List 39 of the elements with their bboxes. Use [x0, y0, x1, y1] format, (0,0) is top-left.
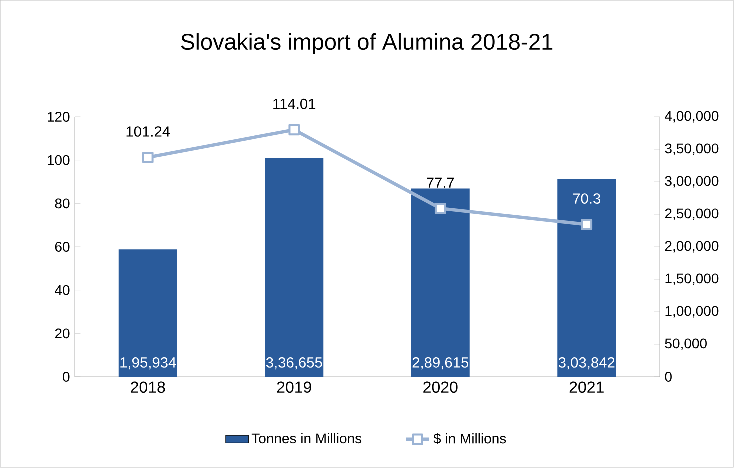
y2-tick-label: 3,00,000	[665, 176, 719, 188]
y-tick-label: 80	[55, 198, 70, 209]
point	[288, 124, 300, 136]
data-label: 3,36,655	[266, 358, 322, 370]
y-tick-label: 40	[55, 285, 70, 296]
chart-title: Slovakia's import of Alumina 2018-21	[181, 33, 553, 55]
data-label: 114.01	[274, 98, 316, 110]
y-tick-label: 60	[55, 242, 70, 252]
y-tick-label: 120	[48, 112, 70, 122]
legend-label: Tonnes in Millions	[252, 433, 362, 444]
point	[434, 202, 446, 214]
bar	[265, 158, 324, 377]
legend-label: $ in Millions	[434, 433, 506, 445]
y2-tick-label: 0	[665, 372, 672, 382]
bar	[411, 188, 470, 377]
y2-tick-label: 4,00,000	[665, 111, 719, 123]
y2-tick-label: 3,50,000	[665, 144, 719, 156]
data-label: 1,95,934	[120, 358, 176, 370]
point	[581, 219, 593, 230]
x-tick-label: 2019	[277, 382, 312, 394]
x-tick-label: 2020	[424, 382, 458, 394]
y2-tick-label: 1,50,000	[666, 274, 719, 286]
y2-tick-label: 2,50,000	[665, 208, 719, 220]
y-tick-label: 100	[48, 155, 70, 166]
data-label: 3,03,842	[558, 358, 615, 370]
y2-tick-label: 50,000	[665, 338, 707, 350]
point	[142, 152, 154, 164]
y2-tick-label: 2,00,000	[665, 241, 719, 253]
data-label: 2,89,615	[412, 358, 469, 370]
data-label: 77.7	[427, 178, 454, 188]
y-tick-label: 0	[63, 372, 70, 382]
bar	[558, 180, 616, 377]
x-tick-label: 2018	[131, 382, 166, 394]
data-label: 101.24	[126, 126, 170, 137]
bar	[118, 250, 178, 377]
x-tick-label: 2021	[570, 382, 604, 394]
data-label: 70.3	[573, 194, 600, 204]
y-tick-label: 20	[55, 328, 70, 339]
y2-tick-label: 1,00,000	[666, 306, 719, 318]
